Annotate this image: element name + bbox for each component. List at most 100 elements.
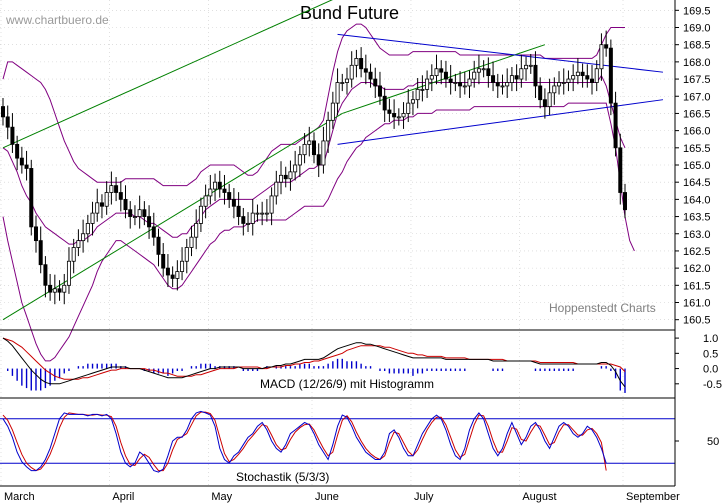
stochastic-k-line (2, 410, 607, 473)
candle-body (194, 223, 199, 238)
stochastic-tick-label: 50 (707, 436, 719, 448)
candle-body (599, 44, 604, 70)
candle-body (33, 226, 38, 242)
candle-body (618, 147, 623, 193)
candle-body (590, 78, 595, 83)
price-tick-label: 163.5 (683, 212, 711, 224)
candle-body (208, 188, 213, 197)
candle-body (283, 174, 288, 180)
candle-body (335, 82, 340, 104)
candle-body (297, 154, 302, 166)
candle-body (99, 202, 104, 207)
candle-body (85, 223, 90, 235)
month-label: September (626, 491, 680, 503)
macd-tick-label: 0.0 (703, 364, 718, 376)
price-tick-label: 164.5 (683, 177, 711, 189)
candle-body (302, 143, 307, 156)
trend-channel-upper (2, 0, 333, 149)
candle-body (538, 85, 543, 101)
price-tick-label: 168.0 (683, 57, 711, 69)
price-tick-label: 169.0 (683, 23, 711, 35)
month-label: April (112, 491, 134, 503)
candle-body (552, 85, 557, 94)
bollinger-lower-line (2, 102, 635, 362)
candle-body (561, 82, 566, 84)
candle-body (147, 216, 152, 228)
candle-body (321, 140, 326, 166)
candle-body (495, 82, 500, 87)
candle-body (62, 284, 67, 293)
candle-body (184, 247, 189, 262)
candle-body (509, 75, 514, 83)
candle-body (269, 195, 274, 214)
candle-body (594, 68, 599, 83)
candle-body (571, 75, 576, 80)
candle-body (260, 212, 265, 215)
candle-body (443, 71, 448, 80)
price-tick-label: 168.5 (683, 40, 711, 52)
candle-body (19, 157, 24, 166)
price-tick-label: 160.5 (683, 315, 711, 327)
candle-body (198, 205, 203, 224)
candle-body (373, 78, 378, 87)
price-tick-label: 164.0 (683, 194, 711, 206)
candle-body (264, 212, 269, 215)
candle-body (415, 88, 420, 101)
candle-body (109, 185, 114, 193)
candle-body (241, 216, 246, 224)
candle-body (354, 58, 359, 66)
price-tick-label: 166.0 (683, 126, 711, 138)
price-tick-label: 169.5 (683, 5, 711, 17)
candle-body (396, 116, 401, 119)
price-tick-label: 162.0 (683, 263, 711, 275)
price-tick-label: 161.0 (683, 298, 711, 310)
candle-body (387, 109, 392, 114)
candle-body (189, 236, 194, 248)
month-label: August (522, 491, 556, 503)
candle-body (557, 82, 562, 87)
candle-body (161, 253, 166, 269)
gridlines (0, 0, 675, 485)
candle-body (24, 164, 29, 169)
candle-body (533, 64, 538, 87)
candle-body (448, 78, 453, 83)
candle-body (491, 75, 496, 83)
candle-body (175, 271, 180, 279)
candle-body (434, 68, 439, 77)
candle-body (326, 119, 331, 142)
candle-body (137, 209, 142, 217)
price-panel: www.chartbuero.de Bund Future Hoppensted… (0, 0, 664, 362)
candle-body (613, 102, 618, 149)
macd-panel: MACD (12/26/9) mit Histogramm (2, 337, 626, 393)
watermark: www.chartbuero.de (5, 13, 109, 27)
candle-body (575, 71, 580, 77)
candle-body (311, 140, 316, 156)
candle-body (293, 164, 298, 173)
candle-body (76, 240, 81, 248)
triangle-upper-line (337, 33, 664, 73)
candle-body (246, 223, 251, 225)
triangle-lower-line (337, 99, 664, 145)
candle-body (481, 68, 486, 71)
candle-body (66, 260, 71, 286)
candle-body (359, 58, 364, 70)
macd-tick-label: -0.5 (703, 379, 722, 391)
candle-body (104, 192, 109, 207)
candle-body (165, 267, 170, 276)
candle-body (368, 71, 373, 80)
candle-body (377, 85, 382, 97)
candle-body (392, 113, 397, 118)
candle-body (231, 198, 236, 207)
candle-body (410, 99, 415, 104)
candle-body (307, 140, 312, 145)
candle-body (344, 78, 349, 83)
candle-body (330, 102, 335, 121)
candle-body (505, 82, 510, 87)
candle-body (566, 78, 571, 83)
candle-body (227, 192, 232, 200)
candle-body (250, 212, 255, 224)
price-tick-label: 165.5 (683, 143, 711, 155)
candle-body (486, 68, 491, 77)
